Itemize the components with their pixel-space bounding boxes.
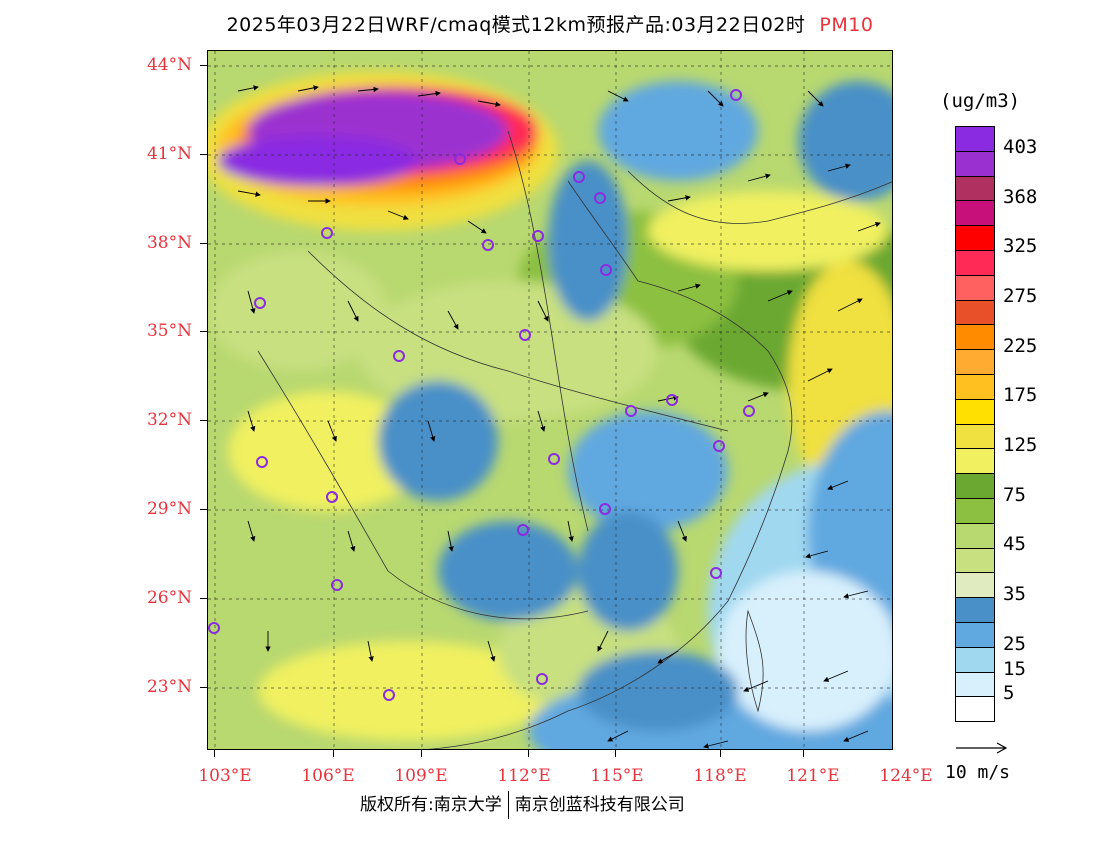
color-bar-label: 403 [1003, 136, 1038, 159]
city-markers [208, 89, 755, 701]
lat-tick [200, 420, 207, 421]
color-bar-label: 35 [1003, 583, 1026, 606]
color-bar-label: 125 [1003, 434, 1038, 457]
lon-tick [333, 750, 334, 757]
color-bar-label: 45 [1003, 533, 1026, 556]
lon-label-103: 103°E [198, 766, 252, 786]
lat-tick [200, 509, 207, 510]
lat-label-35: 35°N [146, 321, 192, 341]
lon-tick [720, 750, 721, 757]
lat-label-38: 38°N [146, 233, 192, 253]
color-bar-segment [956, 474, 994, 499]
concentration-field [208, 51, 892, 749]
lat-tick [200, 331, 207, 332]
boundaries [257, 130, 892, 749]
lon-tick [421, 750, 422, 757]
copyright: 版权所有:南京大学 南京创蓝科技有限公司 [360, 790, 685, 819]
copyright-left: 版权所有:南京大学 [360, 795, 502, 815]
color-bar-segment [956, 697, 994, 722]
lon-tick [615, 750, 616, 757]
lat-label-32: 32°N [146, 410, 192, 430]
lon-label-109: 109°E [394, 766, 448, 786]
color-bar-segment [956, 325, 994, 351]
copyright-divider [507, 791, 509, 819]
lon-tick [214, 750, 215, 757]
color-bar-label: 25 [1003, 632, 1026, 655]
color-bar-segment [956, 573, 994, 599]
color-bar-label: 368 [1003, 185, 1038, 208]
color-bar-label: 275 [1003, 285, 1038, 308]
color-bar-segment [956, 250, 994, 276]
color-bar-segment [956, 176, 994, 202]
color-bar-segment [956, 300, 994, 326]
color-bar-segment [956, 672, 994, 698]
lat-label-26: 26°N [146, 588, 192, 608]
color-bar-segment [956, 449, 994, 475]
wind-vectors [237, 85, 881, 749]
color-bar-segment [956, 226, 994, 251]
lat-tick [200, 687, 207, 688]
color-bar-segment [956, 598, 994, 623]
color-bar-segment [956, 399, 994, 425]
graticule [208, 51, 892, 749]
lon-label-121: 121°E [786, 766, 840, 786]
color-bar [955, 126, 995, 722]
lat-tick [200, 154, 207, 155]
lon-label-124: 124°E [879, 766, 933, 786]
color-bar-segment [956, 127, 994, 152]
lon-label-115: 115°E [590, 766, 644, 786]
wind-scale-arrow-icon [956, 742, 1008, 754]
lon-label-106: 106°E [301, 766, 355, 786]
color-bar-segment [956, 647, 994, 673]
color-bar-segment [956, 548, 994, 574]
pollutant-label: PM10 [819, 14, 874, 36]
legend-unit: (ug/m3) [940, 90, 1021, 112]
lat-tick [200, 65, 207, 66]
color-bar-segment [956, 275, 994, 301]
color-bar-label: 75 [1003, 483, 1026, 506]
color-bar-segment [956, 622, 994, 648]
lat-tick [200, 243, 207, 244]
color-bar-label: 225 [1003, 334, 1038, 357]
wind-scale-label: 10 m/s [945, 762, 1011, 783]
lat-label-41: 41°N [146, 144, 192, 164]
color-bar-segment [956, 498, 994, 524]
lat-label-23: 23°N [146, 677, 192, 697]
color-bar-segment [956, 523, 994, 549]
color-bar-segment [956, 350, 994, 375]
map-title: 2025年03月22日WRF/cmaq模式12km预报产品:03月22日02时 P… [0, 10, 1100, 37]
color-bar-label: 175 [1003, 384, 1038, 407]
color-bar-label: 15 [1003, 657, 1026, 680]
color-bar-segment [956, 374, 994, 400]
lat-label-29: 29°N [146, 499, 192, 519]
color-bar-segment [956, 151, 994, 177]
lon-label-112: 112°E [497, 766, 551, 786]
copyright-right: 南京创蓝科技有限公司 [514, 795, 685, 815]
map-panel [207, 50, 893, 750]
title-text: 2025年03月22日WRF/cmaq模式12km预报产品:03月22日02时 [226, 14, 806, 36]
color-bar-label: 325 [1003, 235, 1038, 258]
lon-label-118: 118°E [693, 766, 747, 786]
color-bar-label: 5 [1003, 682, 1015, 705]
lat-label-44: 44°N [146, 55, 192, 75]
lat-tick [200, 598, 207, 599]
lon-tick [803, 750, 804, 757]
lon-tick [528, 750, 529, 757]
color-bar-segment [956, 424, 994, 450]
color-bar-segment [956, 201, 994, 227]
